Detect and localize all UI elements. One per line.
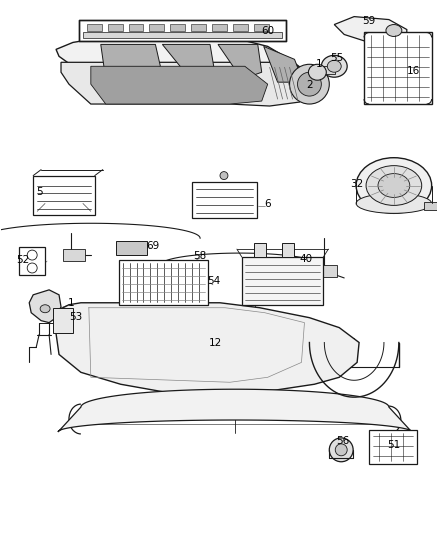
Polygon shape [334, 17, 407, 44]
Ellipse shape [386, 25, 402, 36]
Polygon shape [91, 66, 268, 104]
Bar [87, 23, 102, 30]
Bar [19, 247, 45, 275]
Bar [83, 33, 282, 38]
Text: 69: 69 [146, 241, 159, 251]
Text: 53: 53 [69, 312, 82, 322]
Polygon shape [56, 39, 309, 89]
Text: 6: 6 [265, 199, 271, 209]
Bar [116, 241, 148, 255]
Ellipse shape [40, 305, 50, 313]
Bar [192, 182, 257, 219]
Ellipse shape [290, 64, 329, 104]
Bar [315, 265, 337, 277]
Bar [149, 23, 164, 30]
Polygon shape [53, 303, 359, 392]
Polygon shape [162, 44, 215, 81]
Ellipse shape [327, 60, 341, 72]
Bar [254, 243, 266, 257]
Bar [129, 23, 144, 30]
Text: 51: 51 [387, 440, 400, 450]
Text: 55: 55 [331, 53, 344, 63]
Bar [321, 66, 335, 74]
Ellipse shape [321, 55, 347, 77]
Bar [53, 308, 73, 333]
Ellipse shape [356, 158, 431, 213]
Text: 40: 40 [300, 254, 313, 264]
Bar [424, 203, 438, 211]
Bar [242, 257, 323, 305]
Polygon shape [264, 46, 300, 82]
Text: 56: 56 [336, 436, 350, 446]
Ellipse shape [329, 438, 353, 462]
Polygon shape [58, 389, 412, 432]
Ellipse shape [220, 172, 228, 180]
Bar [212, 23, 227, 30]
Text: 2: 2 [306, 80, 313, 90]
Polygon shape [61, 62, 309, 106]
Ellipse shape [297, 72, 321, 96]
Text: 58: 58 [194, 251, 207, 261]
Bar [282, 243, 293, 257]
Text: 1: 1 [316, 59, 323, 69]
Polygon shape [218, 44, 262, 79]
Bar [369, 430, 417, 464]
Ellipse shape [366, 166, 422, 205]
Text: 12: 12 [208, 337, 222, 348]
Bar [364, 33, 431, 104]
Polygon shape [101, 44, 160, 79]
Ellipse shape [335, 444, 347, 456]
Bar [191, 23, 206, 30]
Text: 54: 54 [208, 276, 221, 286]
Text: 60: 60 [261, 27, 274, 36]
Ellipse shape [308, 64, 326, 80]
Text: 52: 52 [17, 255, 30, 265]
Bar [33, 175, 95, 215]
Bar [63, 249, 85, 261]
Text: 5: 5 [36, 188, 42, 197]
Text: 32: 32 [350, 179, 364, 189]
Text: 59: 59 [362, 15, 376, 26]
Bar [108, 23, 123, 30]
Bar [233, 23, 248, 30]
Ellipse shape [356, 193, 431, 213]
Bar [79, 20, 286, 42]
Bar [119, 260, 208, 305]
Ellipse shape [378, 174, 410, 197]
Text: 1: 1 [67, 298, 74, 308]
Polygon shape [29, 290, 61, 322]
Text: 16: 16 [407, 66, 420, 76]
Bar [170, 23, 185, 30]
Bar [254, 23, 268, 30]
